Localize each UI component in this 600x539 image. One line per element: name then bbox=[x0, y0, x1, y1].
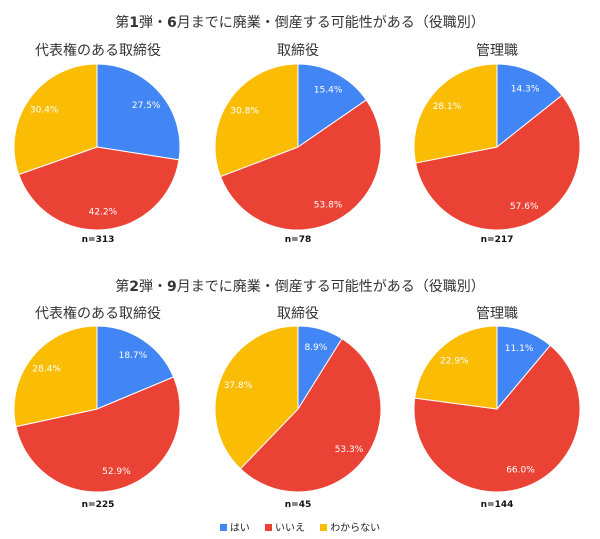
legend-label-yes: はい bbox=[229, 523, 250, 534]
pie-1-slice-yes bbox=[96, 63, 181, 161]
pie-2-slice-yes bbox=[297, 63, 368, 148]
section-title-2: 第2弾・9月までに廃業・倒産する可能性がある（役職別） bbox=[0, 276, 600, 296]
pie-5-label-yes: 8.9% bbox=[304, 343, 327, 353]
pie-6-label-unknown: 22.9% bbox=[440, 356, 469, 366]
pie-1-slice-no bbox=[18, 146, 180, 231]
chart-2-title: 取締役 bbox=[277, 43, 319, 59]
pie-4-slice-yes bbox=[96, 325, 175, 410]
pie-3-label-unknown: 28.1% bbox=[433, 102, 462, 112]
pie-1-label-yes: 27.5% bbox=[132, 101, 161, 111]
section-1-title-suffix: 月までに廃業・倒産する可能性がある（役職別） bbox=[176, 15, 485, 31]
section-1-title-month: 6 bbox=[167, 15, 177, 31]
legend-swatch-no bbox=[265, 524, 272, 531]
section-2-title-suffix: 月までに廃業・倒産する可能性がある（役職別） bbox=[176, 279, 485, 295]
section-1-title-number: 1 bbox=[129, 15, 139, 31]
chart-4-sample-size: n=225 bbox=[81, 500, 115, 510]
section-2-title-middle: 弾・ bbox=[139, 279, 167, 295]
pie-4-label-no: 52.9% bbox=[102, 467, 131, 477]
legend-item-yes: はい bbox=[219, 519, 250, 534]
pie-3-slice-unknown bbox=[413, 63, 498, 164]
legend-swatch-yes bbox=[219, 524, 227, 531]
legend-label-unknown: わからない bbox=[330, 523, 381, 534]
pie-3-slice-yes bbox=[496, 63, 563, 149]
pie-3-label-no: 57.6% bbox=[510, 202, 539, 212]
pie-6-slice-unknown bbox=[414, 325, 498, 410]
pie-2-slice-no bbox=[219, 99, 382, 231]
pie-6-label-no: 66.0% bbox=[506, 465, 535, 475]
pie-2-label-yes: 15.4% bbox=[314, 86, 343, 96]
pie-5-slice-no bbox=[239, 337, 382, 493]
section-2-title-number: 2 bbox=[129, 279, 139, 295]
pie-4-label-yes: 18.7% bbox=[119, 351, 148, 361]
section-title-1: 第1弾・6月までに廃業・倒産する可能性がある（役職別） bbox=[0, 12, 600, 32]
pie-chart-6: 11.1% 66.0% 22.9% bbox=[413, 325, 581, 493]
chart-2-sample-size: n=78 bbox=[284, 235, 312, 245]
chart-5-sample-size: n=45 bbox=[284, 500, 312, 510]
pie-1-label-unknown: 30.4% bbox=[30, 106, 59, 116]
pie-chart-3: 14.3% 57.6% 28.1% bbox=[413, 63, 581, 231]
chart-1-title: 代表権のある取締役 bbox=[35, 43, 161, 59]
pie-4-label-unknown: 28.4% bbox=[32, 364, 61, 374]
section-1-title-prefix: 第 bbox=[115, 15, 130, 31]
section-2-title-prefix: 第 bbox=[115, 279, 130, 295]
pie-6-slice-no bbox=[413, 344, 581, 493]
chart-6-sample-size: n=144 bbox=[480, 500, 514, 510]
pie-3-slice-no bbox=[414, 94, 581, 231]
pie-3-label-yes: 14.3% bbox=[511, 85, 540, 95]
pie-4-slice-no bbox=[15, 376, 181, 493]
chart-5-title: 取締役 bbox=[277, 306, 319, 322]
legend: はい いいえ わからない bbox=[0, 519, 600, 534]
pie-1-label-no: 42.2% bbox=[89, 208, 118, 218]
pie-6-label-yes: 11.1% bbox=[505, 344, 534, 354]
section-1-title-middle: 弾・ bbox=[139, 15, 167, 31]
legend-label-no: いいえ bbox=[275, 523, 305, 534]
pie-2-label-no: 53.8% bbox=[314, 200, 343, 210]
pie-5-label-unknown: 37.8% bbox=[224, 381, 253, 391]
pie-1-slice-unknown bbox=[13, 63, 98, 176]
pie-chart-5: 8.9% 53.3% 37.8% bbox=[214, 325, 382, 493]
chart-3-sample-size: n=217 bbox=[480, 235, 514, 245]
pie-5-label-no: 53.3% bbox=[335, 445, 364, 455]
pie-4-slice-unknown bbox=[13, 325, 98, 428]
chart-4-title: 代表権のある取締役 bbox=[35, 306, 161, 322]
pie-2-slice-unknown bbox=[214, 63, 299, 178]
legend-item-unknown: わからない bbox=[320, 519, 380, 534]
pie-chart-4: 18.7% 52.9% 28.4% bbox=[13, 325, 181, 493]
pie-chart-2: 15.4% 53.8% 30.8% bbox=[214, 63, 382, 231]
pie-5-slice-unknown bbox=[214, 325, 299, 470]
pie-chart-1: 27.5% 42.2% 30.4% bbox=[13, 63, 181, 231]
legend-item-no: いいえ bbox=[265, 519, 305, 534]
chart-6-title: 管理職 bbox=[476, 306, 518, 322]
legend-swatch-unknown bbox=[320, 524, 328, 531]
chart-3-title: 管理職 bbox=[476, 43, 518, 59]
pie-2-label-unknown: 30.8% bbox=[230, 106, 259, 116]
section-2-title-month: 9 bbox=[167, 279, 177, 295]
chart-1-sample-size: n=313 bbox=[81, 235, 115, 245]
